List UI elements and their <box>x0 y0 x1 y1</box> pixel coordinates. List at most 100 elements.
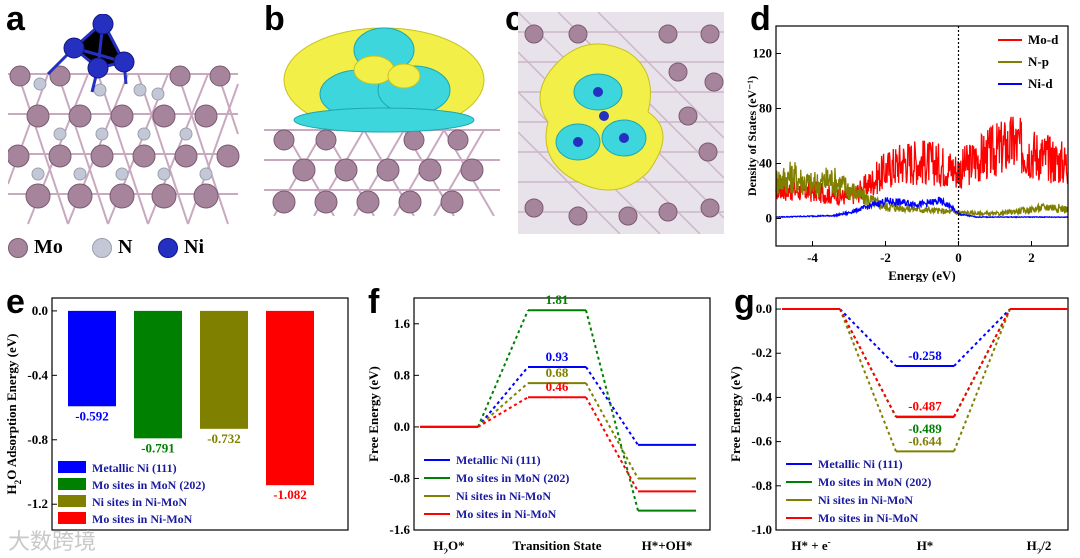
bar-y-axis-title: H2O Adsorption Energy (eV) <box>4 334 23 495</box>
watermark: 大数跨境 <box>8 530 97 555</box>
energy-connector <box>839 308 897 367</box>
energy-connector <box>585 382 639 479</box>
energy-ytick-label: -0.8 <box>389 470 410 485</box>
bar-mo-sites-in-ni-mon <box>266 310 314 486</box>
energy-step-label: H2O* <box>433 538 464 554</box>
bar-ytick-label: -0.4 <box>27 367 48 382</box>
dos-plot-frame <box>775 25 1069 247</box>
energy-ytick-label: -1.0 <box>751 522 772 537</box>
dos-ytick-label: 120 <box>753 46 773 61</box>
energy-connector <box>953 308 1011 452</box>
adsorption-bar-chart: -0.592 -0.791 -0.732 -1.082 0.0 -0.4 -0.8 -1.2 H… <box>4 297 349 531</box>
energy-value-label: -0.487 <box>908 399 942 414</box>
dos-legend-label: N-p <box>1028 54 1049 69</box>
bar-legend-swatch <box>58 512 86 524</box>
ni-cluster <box>46 14 135 93</box>
ni-atom-icon <box>158 237 178 258</box>
energy-step-label: Transition State <box>513 538 602 553</box>
energy-step-label: H* <box>917 538 934 553</box>
atom-legend-n: N <box>92 236 132 259</box>
bar-value-label: -0.791 <box>141 440 175 455</box>
dos-xtick-label: -4 <box>807 250 818 265</box>
bar-legend-label: Ni sites in Ni-MoN <box>92 495 187 509</box>
energy-ytick-label: -0.8 <box>751 478 772 493</box>
energy-connector <box>953 308 1011 367</box>
energy-value-label: 0.93 <box>546 349 569 364</box>
bar-metallic-ni-111 <box>68 310 116 407</box>
energy-value-label: -0.489 <box>908 421 942 436</box>
energy-step-label: H* + e- <box>791 537 830 553</box>
dos-series-ni-d <box>775 196 1069 219</box>
energy-plot-frame <box>775 297 1069 531</box>
energy-connector <box>839 308 897 452</box>
energy-ytick-label: -0.2 <box>751 345 772 360</box>
energy-ytick-label: 0.0 <box>756 301 772 316</box>
energy-plot-frame <box>413 297 711 531</box>
atom-legend-mo: Mo <box>8 236 63 259</box>
dos-series-n-p <box>775 161 1069 219</box>
panel-label-f: f <box>368 283 380 321</box>
bar-legend-swatch <box>58 495 86 507</box>
bar-value-label: -1.082 <box>273 487 307 502</box>
energy-legend-label: Ni sites in Ni-MoN <box>818 493 913 507</box>
dos-series-mo-d <box>775 116 1069 207</box>
bar-value-label: -0.732 <box>207 431 241 446</box>
energy-connector <box>953 308 1011 418</box>
water-dissociation-chart: 0.93 1.81 0.680.46 1.6 0.8 0.0 -0.8 -1.6 Free En… <box>366 292 711 554</box>
energy-connector <box>839 308 897 418</box>
energy-connector <box>585 309 639 511</box>
dos-xtick-label: 2 <box>1028 250 1035 265</box>
energy-value-label: 0.46 <box>546 379 569 394</box>
charge-density-side-view <box>264 27 500 216</box>
atom-legend-n-label: N <box>118 236 133 258</box>
dos-y-axis-title: Density of States (eV⁻¹) <box>746 76 759 196</box>
energy-ytick-label: 0.8 <box>394 367 411 382</box>
atom-legend-ni-label: Ni <box>184 236 204 258</box>
dos-ytick-label: 80 <box>759 101 772 116</box>
bar-legend-label: Metallic Ni (111) <box>92 461 177 475</box>
bar-legend-swatch <box>58 478 86 490</box>
atom-legend-mo-label: Mo <box>34 236 63 258</box>
structure-side-view <box>8 14 240 225</box>
energy-legend-label: Mo sites in MoN (202) <box>456 471 569 485</box>
bar-ni-sites-in-ni-mon <box>200 310 248 429</box>
energy-step-label: H*+OH* <box>642 538 693 553</box>
bar-value-label: -0.592 <box>75 408 109 423</box>
energy-legend-label: Metallic Ni (111) <box>818 457 903 471</box>
energy-ytick-label: -0.4 <box>751 389 772 404</box>
bar-legend-label: Mo sites in MoN (202) <box>92 478 205 492</box>
dos-xtick-label: 0 <box>955 250 962 265</box>
energy-value-label: 0.68 <box>546 365 569 380</box>
energy-ytick-label: 0.0 <box>394 419 410 434</box>
energy-legend-label: Mo sites in Ni-MoN <box>818 511 919 525</box>
dos-legend-label: Ni-d <box>1028 76 1053 91</box>
panel-label-e: e <box>6 283 25 321</box>
energy-legend-label: Mo sites in MoN (202) <box>818 475 931 489</box>
energy-value-label: -0.644 <box>908 433 942 448</box>
panel-label-d: d <box>750 0 771 38</box>
energy-legend-label: Mo sites in Ni-MoN <box>456 507 557 521</box>
energy-connector <box>477 382 529 428</box>
energy-connector <box>477 366 529 428</box>
n-atom-icon <box>92 237 112 258</box>
bar-legend-label: Mo sites in Ni-MoN <box>92 512 193 526</box>
dos-x-axis-title: Energy (eV) <box>888 268 956 282</box>
bar-ytick-label: -1.2 <box>27 496 48 511</box>
panel-label-g: g <box>734 283 755 321</box>
dos-ytick-label: 0 <box>766 211 773 226</box>
mo-n-slab <box>8 65 240 225</box>
energy-value-label: -0.258 <box>908 348 942 363</box>
hydrogen-adsorption-chart: -0.258 -0.489-0.644 -0.487 0.0 -0.2 -0.4 -0.6 -… <box>728 297 1069 554</box>
energy-connector <box>585 366 639 446</box>
energy-value-label: 1.81 <box>546 292 569 307</box>
dos-xtick-label: -2 <box>880 250 891 265</box>
panel-label-b: b <box>264 0 285 38</box>
bar-ytick-label: -0.8 <box>27 432 48 447</box>
energy-ytick-label: 1.6 <box>394 316 411 331</box>
energy-legend-label: Metallic Ni (111) <box>456 453 541 467</box>
dos-ytick-label: 40 <box>759 156 772 171</box>
energy-step-label: H2/2 <box>1027 538 1052 554</box>
charge-isosurface-top <box>539 43 664 191</box>
energy-ytick-label: -1.6 <box>389 522 410 537</box>
charge-density-top-view <box>518 12 724 234</box>
